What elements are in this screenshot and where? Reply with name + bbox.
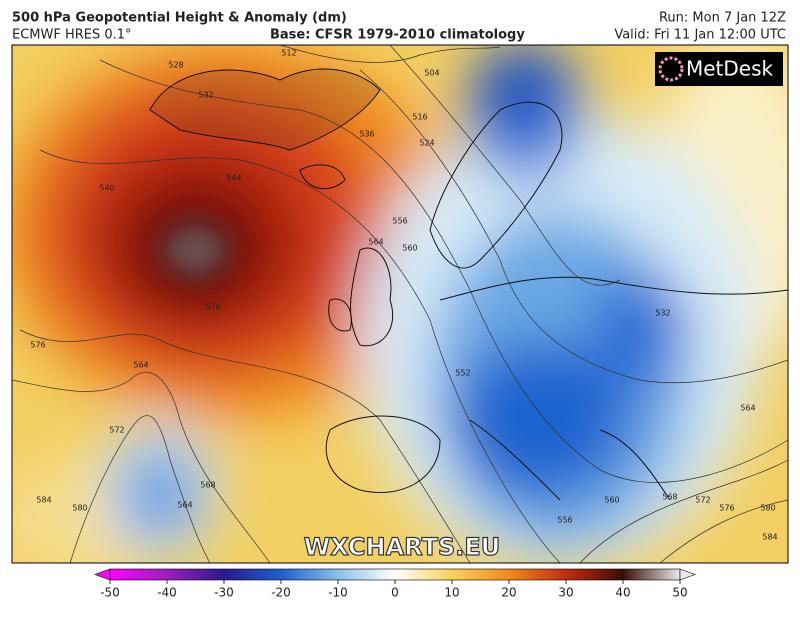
- colorbar-tick-label: 50: [672, 586, 687, 600]
- colorbar-tick-label: -40: [157, 586, 177, 600]
- colorbar-tick-label: 0: [391, 586, 399, 600]
- colorbar-tick-label: 40: [615, 586, 630, 600]
- colorbar-tick-label: -30: [214, 586, 234, 600]
- contour-label: 536: [359, 130, 374, 139]
- anomaly-peak: [163, 225, 227, 275]
- colorbar-tick-label: -20: [271, 586, 291, 600]
- contour-label: 584: [762, 533, 777, 542]
- contour-label: 524: [419, 139, 434, 148]
- colorbar-low-arrow: [94, 568, 111, 581]
- contour-label: 532: [198, 91, 213, 100]
- contour-label: 564: [368, 238, 383, 247]
- logo-text: MetDesk: [686, 57, 774, 81]
- contour-label: 564: [133, 361, 148, 370]
- colorbar: -50 -40 -30 -20 -10 0 10 20 30 40 50: [94, 568, 696, 600]
- colorbar-tick-label: 20: [501, 586, 516, 600]
- contour-label: 528: [168, 61, 183, 70]
- contour-label: 560: [402, 244, 417, 253]
- colorbar-high-arrow: [679, 568, 696, 581]
- map: 512 504 516 524 528 532 536 540 544 556 560 564 576 5…: [12, 45, 788, 563]
- contours: [12, 45, 788, 563]
- colorbar-tick-label: 30: [558, 586, 573, 600]
- title: 500 hPa Geopotential Height & Anomaly (d…: [12, 11, 347, 26]
- contour-label: 564: [177, 501, 192, 510]
- model: ECMWF HRES 0.1°: [12, 28, 132, 43]
- contour-label: 576: [719, 504, 734, 513]
- contour-label: 576: [205, 303, 220, 312]
- colorbar-scale: [109, 568, 681, 581]
- contour-label: 532: [655, 309, 670, 318]
- contour-label: 580: [72, 504, 87, 513]
- contour-labels: 512 504 516 524 528 532 536 540 544 556 560 564 576 5…: [30, 49, 777, 542]
- contour-label: 564: [740, 404, 755, 413]
- contour-label: 512: [281, 49, 296, 58]
- contour-label: 540: [99, 184, 114, 193]
- base: Base: CFSR 1979-2010 climatology: [270, 28, 525, 43]
- colorbar-tick-label: -50: [100, 586, 120, 600]
- contour-label: 584: [36, 496, 51, 505]
- coastlines: [149, 68, 788, 501]
- watermark: WXCHARTS.EU: [304, 533, 500, 561]
- contour-label: 572: [695, 496, 710, 505]
- contour-label: 580: [760, 504, 775, 513]
- contour-label: 560: [604, 496, 619, 505]
- header: 500 hPa Geopotential Height & Anomaly (d…: [12, 11, 786, 43]
- valid: Valid: Fri 11 Jan 12:00 UTC: [614, 28, 786, 43]
- contour-label: 568: [662, 493, 677, 502]
- contour-label: 576: [30, 341, 45, 350]
- contour-label: 516: [412, 113, 427, 122]
- logo: MetDesk: [655, 52, 783, 86]
- contour-label: 556: [392, 217, 407, 226]
- contour-label: 572: [109, 426, 124, 435]
- contour-label: 552: [455, 369, 470, 378]
- contour-label: 504: [424, 69, 439, 78]
- colorbar-tick-label: 10: [444, 586, 459, 600]
- contour-label: 544: [226, 174, 241, 183]
- anomaly-field: [12, 45, 788, 563]
- run: Run: Mon 7 Jan 12Z: [659, 11, 786, 26]
- contour-label: 556: [557, 516, 572, 525]
- map-frame: [11, 44, 789, 564]
- colorbar-tick-label: -10: [328, 586, 348, 600]
- contour-label: 568: [200, 481, 215, 490]
